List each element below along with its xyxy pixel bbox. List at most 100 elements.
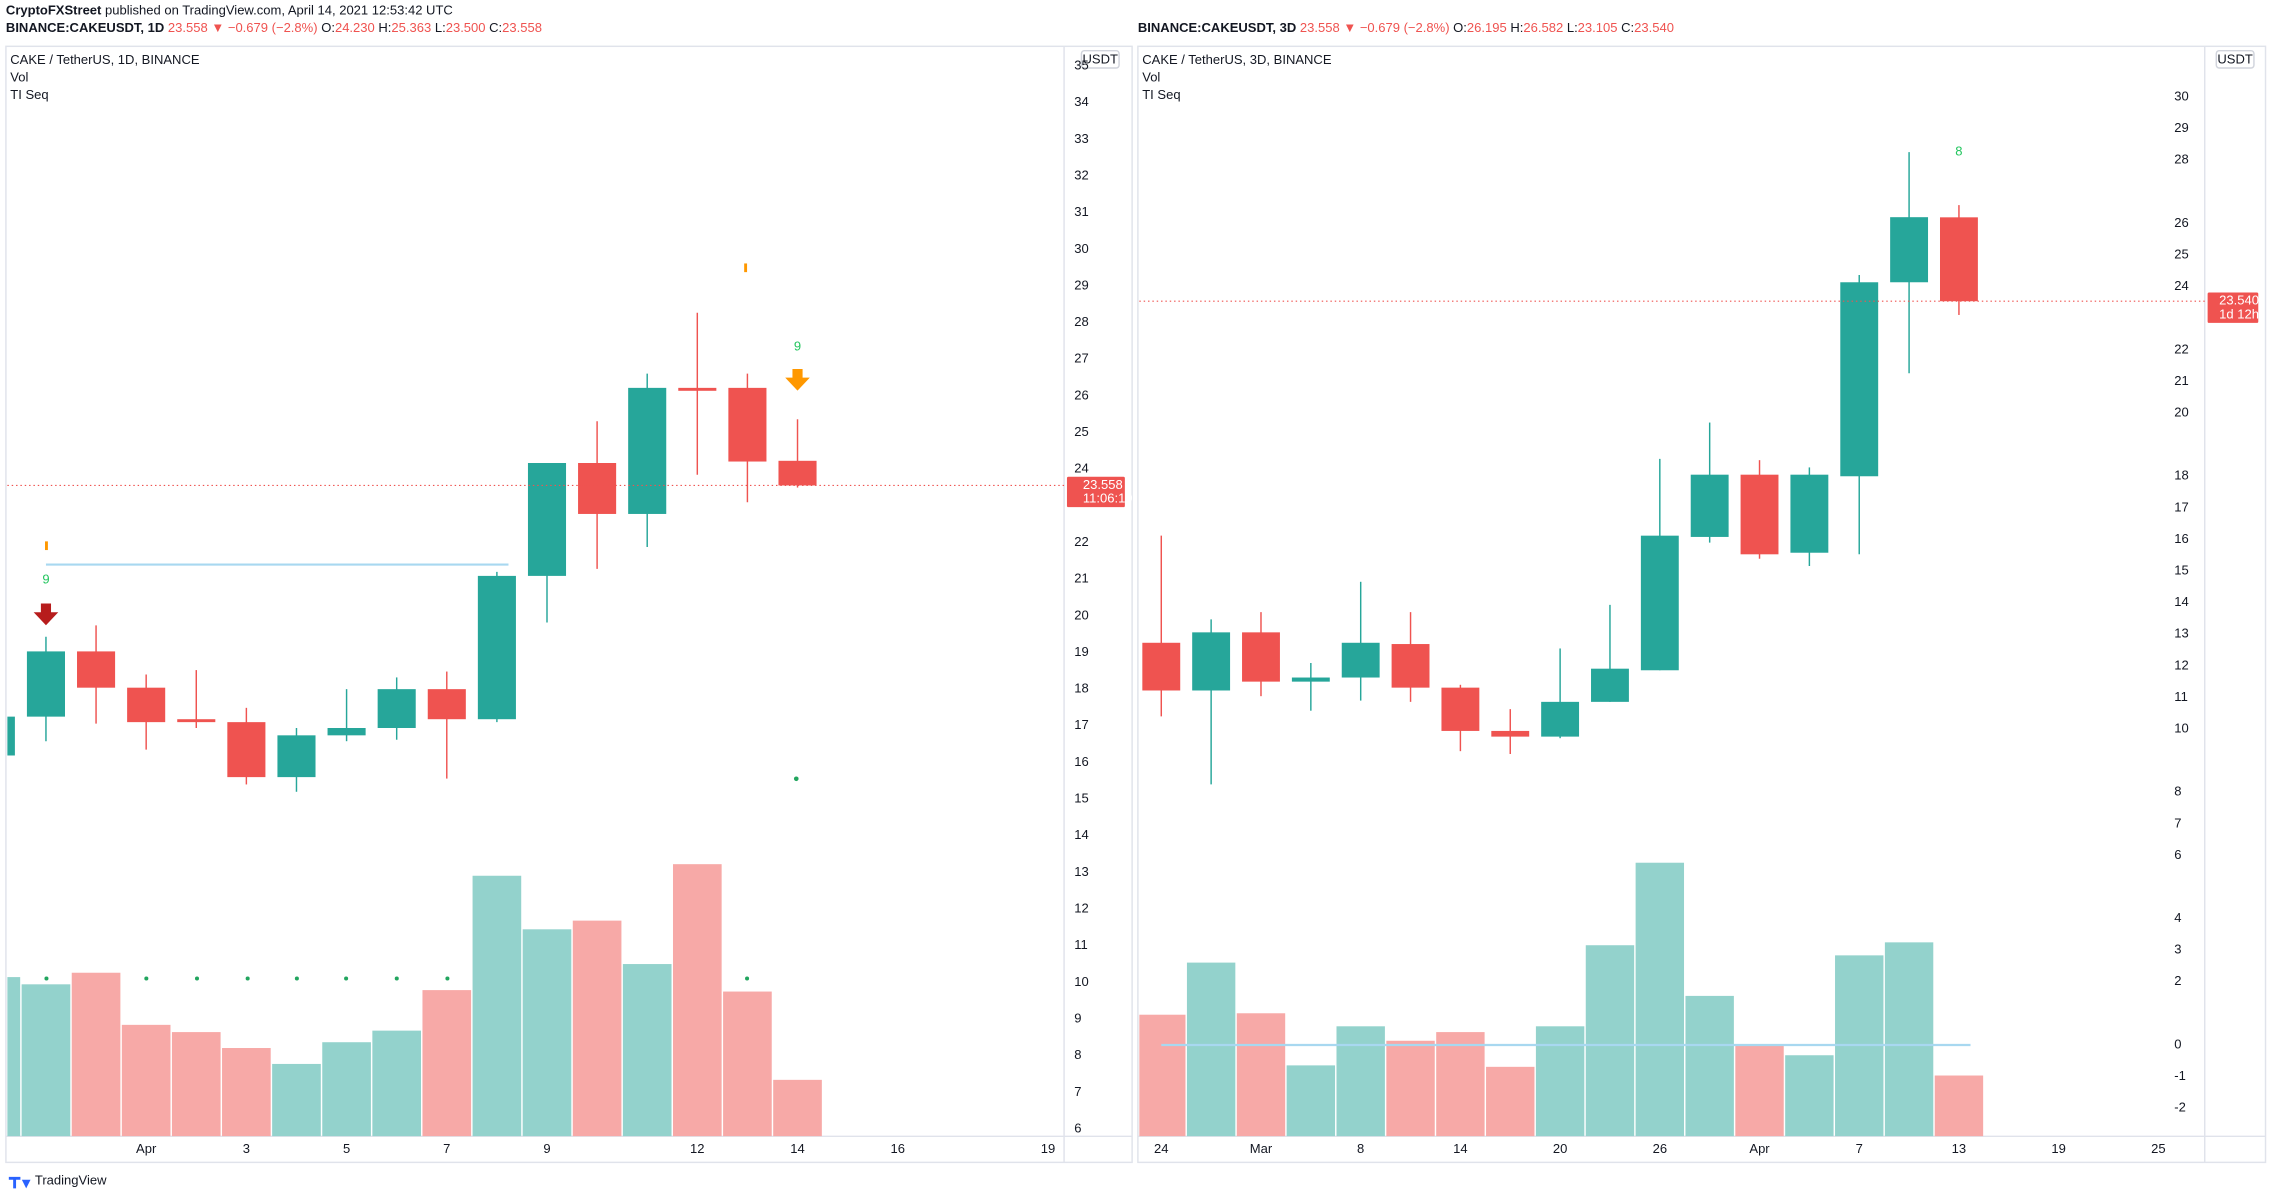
volume-bar <box>71 972 121 1137</box>
y-tick-label: 15 <box>2174 562 2188 577</box>
candle-body <box>1939 217 1978 302</box>
td-count: 9 <box>42 572 49 587</box>
volume-bar <box>1386 1040 1435 1137</box>
y-tick-label: 10 <box>2174 720 2188 735</box>
y-tick-label: 24 <box>1074 461 1088 476</box>
y-tick-label: 12 <box>1074 901 1088 916</box>
volume-bar <box>1685 995 1734 1137</box>
change: 23.558 ▼ −0.679 (−2.8%) <box>168 20 318 35</box>
volume-bar <box>773 1079 822 1137</box>
y-tick-label: 18 <box>2174 468 2188 483</box>
header: CryptoFXStreet published on TradingView.… <box>6 3 453 18</box>
volume-bar <box>1139 1014 1186 1137</box>
td-mark <box>744 263 748 273</box>
currency: USDT <box>2217 52 2252 67</box>
y-tick-label: 30 <box>2174 89 2188 104</box>
candle-body <box>1441 687 1480 731</box>
x-tick-label: 24 <box>1154 1141 1168 1156</box>
x-tick-label: 19 <box>2051 1141 2065 1156</box>
x-tick-label: 26 <box>1653 1141 1667 1156</box>
x-tick-label: 25 <box>2151 1141 2165 1156</box>
price-label-box <box>1066 476 1125 508</box>
ohlc-value: 26.195 <box>1467 20 1507 35</box>
x-tick-label: 14 <box>790 1141 804 1156</box>
symbol-line: BINANCE:CAKEUSDT, 3D 23.558 ▼ −0.679 (−2… <box>1138 20 1674 35</box>
countdown: 1d 12h <box>2219 306 2259 321</box>
indicator-label: TI Seq <box>1142 87 1180 102</box>
y-tick-label: 10 <box>1074 974 1088 989</box>
y-tick-label: 14 <box>2174 594 2188 609</box>
volume-bar <box>422 990 472 1137</box>
y-tick-label: 19 <box>1074 644 1088 659</box>
volume-bar <box>723 991 772 1137</box>
candle-body <box>1640 535 1679 671</box>
y-tick-label: 14 <box>1074 827 1088 842</box>
y-tick-label: 13 <box>2174 626 2188 641</box>
plot <box>7 312 822 1137</box>
candle-body <box>427 689 466 720</box>
candle-body <box>578 463 617 514</box>
y-tick-label: 12 <box>2174 657 2188 672</box>
y-tick-label: 8 <box>2174 784 2181 799</box>
candle-body <box>26 651 65 717</box>
currency-box <box>2215 49 2255 69</box>
candle-body <box>1341 642 1380 678</box>
volume-bar <box>1486 1066 1535 1137</box>
candle-body <box>1291 677 1330 682</box>
ohlc-value: 26.582 <box>1523 20 1563 35</box>
y-tick-label: -1 <box>2174 1068 2186 1083</box>
ohlc-label: H: <box>378 20 391 35</box>
ohlc-label: O: <box>321 20 335 35</box>
y-tick-label: 2 <box>2174 973 2181 988</box>
chart-title: CAKE / TetherUS, 3D, BINANCE <box>1142 52 1332 67</box>
y-tick-label: 4 <box>2174 910 2181 925</box>
symbol: BINANCE:CAKEUSDT, 3D <box>1138 20 1296 35</box>
volume-bar <box>121 1024 171 1137</box>
y-tick-label: 28 <box>2174 152 2188 167</box>
ohlc-value: 23.558 <box>502 20 542 35</box>
volume-bar <box>1535 1026 1585 1137</box>
x-tick-label: 9 <box>543 1141 550 1156</box>
candle-body <box>227 722 266 778</box>
ohlc-value: 23.500 <box>446 20 486 35</box>
y-tick-label: 18 <box>1074 681 1088 696</box>
y-tick-label: 26 <box>1074 387 1088 402</box>
panel-border <box>5 45 1133 1164</box>
x-tick-label: 7 <box>443 1141 450 1156</box>
y-tick-label: -2 <box>2174 1100 2186 1115</box>
x-tick-label: 12 <box>690 1141 704 1156</box>
candle-body <box>1541 701 1580 737</box>
x-tick-label: 16 <box>890 1141 904 1156</box>
tv-logo: TradingView <box>8 1173 107 1189</box>
candle-body <box>177 719 216 723</box>
volume-bar <box>1436 1032 1485 1137</box>
x-tick-label: 7 <box>1856 1141 1863 1156</box>
volume-bar <box>1336 1026 1385 1137</box>
candle-body <box>778 460 817 486</box>
candle-body <box>1591 668 1629 702</box>
y-tick-label: 26 <box>2174 215 2188 230</box>
volume-bar <box>672 864 722 1137</box>
volume-bar <box>272 1063 321 1137</box>
volume-bar <box>1286 1065 1336 1137</box>
y-tick-label: 29 <box>2174 120 2188 135</box>
y-tick-label: 7 <box>1074 1084 1081 1099</box>
candle-body <box>527 463 567 576</box>
volume-bar <box>21 984 71 1137</box>
volume-bar <box>1934 1075 1984 1137</box>
candle-body <box>1790 474 1829 553</box>
x-tick-label: 20 <box>1553 1141 1567 1156</box>
y-tick-label: 16 <box>2174 531 2188 546</box>
y-tick-label: 6 <box>2174 847 2181 862</box>
volume-bar <box>622 964 672 1137</box>
volume-bar <box>1785 1055 1834 1137</box>
ohlc-label: L: <box>1567 20 1578 35</box>
y-tick-label: 25 <box>2174 247 2188 262</box>
y-tick-label: 11 <box>2174 689 2188 704</box>
ohlc-label: L: <box>435 20 446 35</box>
td-count: 8 <box>1955 144 1962 159</box>
y-tick-label: 20 <box>2174 405 2188 420</box>
y-tick-label: 11 <box>1074 937 1088 952</box>
y-tick-label: 31 <box>1074 204 1088 219</box>
